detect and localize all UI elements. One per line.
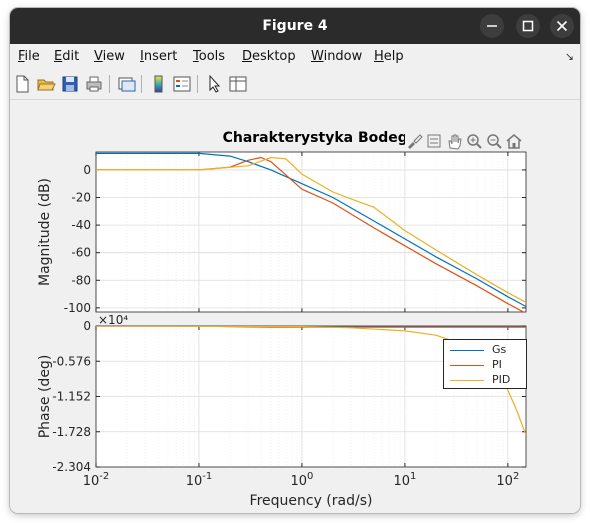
menu-window[interactable]: Window	[311, 49, 363, 64]
pointer-icon[interactable]	[204, 74, 224, 94]
print-icon[interactable]	[84, 74, 104, 94]
minimize-button[interactable]	[480, 14, 504, 38]
figure-window: Figure 4 File Edit View Insert Tools Des…	[10, 8, 580, 513]
window-title: Figure 4	[262, 18, 328, 34]
new-figure-icon[interactable]	[12, 74, 32, 94]
open-file-icon[interactable]	[36, 74, 56, 94]
magnitude-series-pi	[96, 156, 525, 312]
magnitude-axes-box	[95, 151, 527, 313]
phase-y-tick-label: -1.152	[52, 390, 91, 404]
legend-entry-pi: PI	[448, 358, 526, 372]
legend-entry-pid: PID	[448, 373, 526, 387]
toolbar-separator	[141, 75, 142, 93]
close-button[interactable]	[550, 14, 574, 38]
brush-icon[interactable]	[405, 132, 423, 150]
menu-view[interactable]: View	[94, 49, 125, 64]
magnitude-axes: 0 -20 -40 -60 -80 -100 Magnitude (dB)	[37, 151, 527, 315]
save-icon[interactable]	[60, 74, 80, 94]
magnitude-y-axis-label: Magnitude (dB)	[37, 178, 53, 286]
phase-y-axis-label: Phase (deg)	[37, 355, 53, 439]
magnitude-plot-area	[96, 152, 526, 312]
phase-y-tick-label: 0	[83, 319, 91, 333]
minimize-icon	[487, 25, 497, 27]
colorbar-icon[interactable]	[148, 74, 168, 94]
toolbar-separator	[197, 75, 198, 93]
legend-line-pi	[450, 365, 484, 366]
legend-label-gs: Gs	[492, 343, 507, 356]
legend-icon[interactable]	[172, 74, 192, 94]
magnitude-y-tick-label: -20	[71, 191, 91, 205]
menu-edit[interactable]: Edit	[54, 49, 80, 64]
phase-y-tick-label: -1.728	[52, 425, 91, 439]
chart-title: Charakterystyka Bodego	[223, 130, 418, 146]
menu-tools[interactable]: Tools	[193, 49, 226, 64]
legend-line-gs	[450, 350, 484, 351]
magnitude-series-pid	[96, 156, 526, 303]
magnitude-y-tick-label: -40	[71, 218, 91, 232]
maximize-button[interactable]	[516, 14, 540, 38]
legend-line-pid	[450, 380, 484, 381]
bode-plot: 0 -20 -40 -60 -80 -100 Magnitude (dB) 0 -0.576 -1…	[37, 130, 527, 509]
menu-help[interactable]: Help	[374, 49, 404, 64]
magnitude-y-tick-label: 0	[83, 163, 91, 177]
phase-y-tick-label: -2.304	[52, 460, 91, 474]
x-tick-label: 100	[290, 471, 313, 489]
zoom-out-icon[interactable]	[485, 132, 503, 150]
figure-toolbar	[10, 70, 580, 100]
toolbar-separator	[109, 75, 110, 93]
maximize-icon	[522, 20, 534, 32]
menu-desktop[interactable]: Desktop	[242, 49, 296, 64]
x-tick-label: 101	[393, 471, 416, 489]
data-tips-icon[interactable]	[425, 132, 443, 150]
menu-file[interactable]: File	[18, 49, 40, 64]
property-inspector-icon[interactable]	[228, 74, 248, 94]
toolbar-overflow-arrow-icon[interactable]: ↘	[564, 50, 574, 63]
home-icon[interactable]	[505, 132, 523, 150]
x-tick-label: 102	[496, 471, 519, 489]
magnitude-y-tick-label: -80	[71, 273, 91, 287]
legend-label-pi: PI	[492, 358, 502, 371]
close-icon	[556, 20, 568, 32]
phase-exponent-label: ×10⁴	[98, 313, 128, 327]
link-plot-icon[interactable]	[116, 74, 136, 94]
magnitude-y-tick-label: -100	[64, 301, 91, 315]
x-tick-label: 10-1	[186, 471, 213, 489]
menu-bar: File Edit View Insert Tools Desktop Wind…	[10, 44, 580, 70]
title-bar: Figure 4	[10, 8, 580, 44]
x-tick-label: 10-2	[83, 471, 110, 489]
menu-insert[interactable]: Insert	[140, 49, 178, 64]
pan-icon[interactable]	[445, 132, 463, 150]
x-axis-label: Frequency (rad/s)	[250, 493, 373, 509]
plot-legend[interactable]: Gs PI PID	[443, 339, 527, 389]
legend-entry-gs: Gs	[448, 343, 526, 357]
phase-y-tick-label: -0.576	[52, 354, 91, 368]
magnitude-series-gs	[96, 152, 526, 308]
magnitude-y-tick-label: -60	[71, 246, 91, 260]
zoom-in-icon[interactable]	[465, 132, 483, 150]
legend-label-pid: PID	[492, 373, 511, 386]
